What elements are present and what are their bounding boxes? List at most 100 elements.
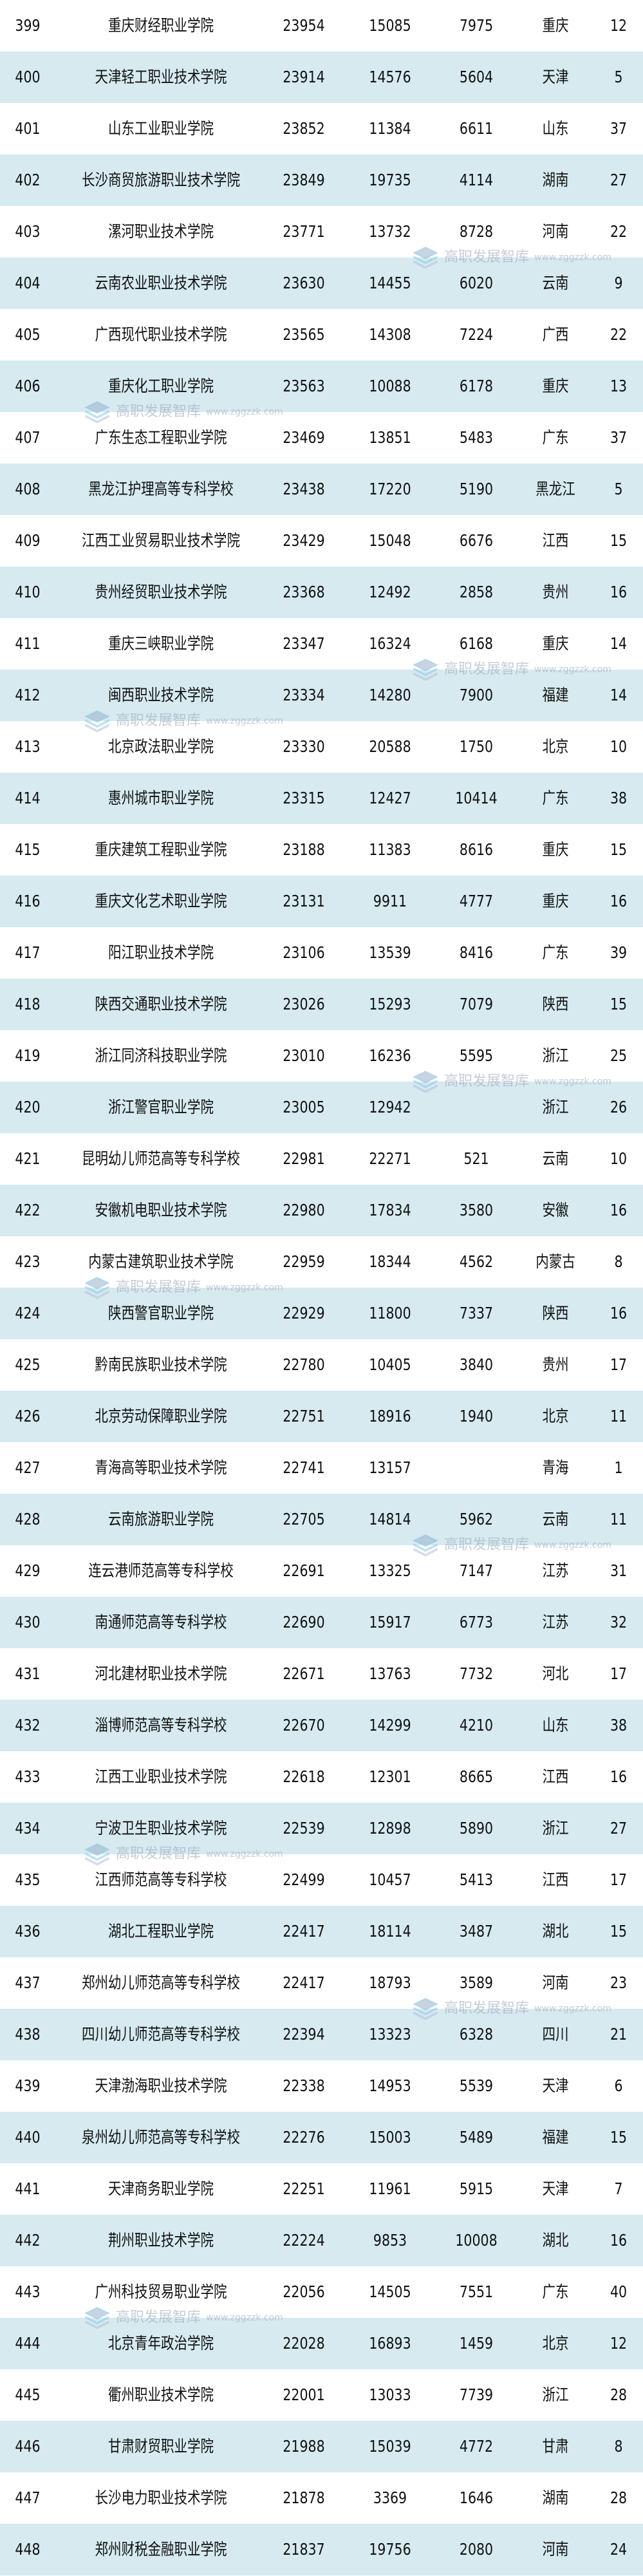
province-cell: 云南: [542, 1149, 569, 1168]
school-name-cell: 长沙商贸旅游职业技术学院: [81, 171, 241, 189]
province-cell: 贵州: [542, 583, 569, 601]
count-cell: 11: [610, 1407, 628, 1425]
rank-cell: 417: [15, 943, 41, 962]
value-3-cell: 1750: [459, 737, 494, 756]
count-cell: 27: [610, 171, 628, 189]
school-name-cell: 天津商务职业学院: [107, 2179, 214, 2198]
rank-cell: 420: [15, 1098, 41, 1116]
school-name-cell: 黔南民族职业技术学院: [95, 1355, 227, 1374]
school-name-cell: 浙江同济科技职业学院: [95, 1046, 227, 1065]
count-cell: 14: [610, 634, 628, 653]
value-2-cell: 22271: [369, 1149, 411, 1168]
value-2-cell: 10088: [369, 377, 411, 395]
count-cell: 5: [614, 68, 623, 86]
count-cell: 22: [610, 325, 628, 344]
table-row: 440 泉州幼儿师范高等专科学校 22276 15003 5489 福建 15: [0, 2112, 643, 2163]
count-cell: 11: [610, 1510, 628, 1528]
table-row: 429 连云港师范高等专科学校 22691 13325 7147 江苏 31: [0, 1545, 643, 1597]
school-name-cell: 惠州城市职业学院: [107, 789, 214, 807]
rank-cell: 405: [15, 325, 41, 344]
count-cell: 31: [610, 1561, 628, 1580]
value-2-cell: 13732: [369, 222, 411, 241]
rank-cell: 408: [15, 480, 41, 498]
value-2-cell: 14299: [369, 1716, 411, 1735]
count-cell: 23: [610, 1973, 628, 1992]
table-row: 418 陕西交通职业技术学院 23026 15293 7079 陕西 15: [0, 979, 643, 1030]
value-3-cell: 7147: [459, 1561, 494, 1580]
value-1-cell: 22394: [283, 2025, 325, 2044]
count-cell: 16: [610, 1201, 628, 1219]
province-cell: 云南: [542, 1510, 569, 1528]
value-2-cell: 10457: [369, 1870, 411, 1889]
count-cell: 10: [610, 1149, 628, 1168]
table-row: 428 云南旅游职业学院 22705 14814 5962 云南 11: [0, 1494, 643, 1545]
province-cell: 北京: [542, 737, 569, 756]
school-name-cell: 天津轻工职业技术学院: [95, 68, 227, 86]
province-cell: 湖北: [542, 2231, 569, 2250]
school-name-cell: 连云港师范高等专科学校: [88, 1561, 234, 1580]
school-name-cell: 江西工业贸易职业技术学院: [81, 531, 241, 550]
school-name-cell: 广州科技贸易职业学院: [95, 2282, 227, 2301]
count-cell: 25: [610, 1046, 628, 1065]
school-name-cell: 泉州幼儿师范高等专科学校: [81, 2128, 241, 2147]
table-row: 436 湖北工程职业学院 22417 18114 3487 湖北 15: [0, 1906, 643, 1957]
school-name-cell: 漯河职业技术学院: [107, 222, 214, 241]
province-cell: 广东: [542, 428, 569, 447]
school-name-cell: 衢州职业技术学院: [107, 2385, 214, 2404]
value-1-cell: 22751: [283, 1407, 325, 1425]
rank-cell: 445: [15, 2385, 41, 2404]
value-2-cell: 19756: [369, 2540, 411, 2559]
value-3-cell: 5190: [459, 480, 494, 498]
value-2-cell: 13323: [369, 2025, 411, 2044]
rank-cell: 438: [15, 2025, 41, 2044]
province-cell: 江苏: [542, 1561, 569, 1580]
table-row: 402 长沙商贸旅游职业技术学院 23849 19735 4114 湖南 27: [0, 155, 643, 206]
value-3-cell: 3580: [459, 1201, 494, 1219]
table-row: 425 黔南民族职业技术学院 22780 10405 3840 贵州 17: [0, 1339, 643, 1391]
count-cell: 15: [610, 531, 628, 550]
table-row: 433 江西工业职业技术学院 22618 12301 8665 江西 16: [0, 1751, 643, 1803]
rank-cell: 440: [15, 2128, 41, 2147]
table-row: 448 郑州财税金融职业学院 21837 19756 2080 河南 24: [0, 2524, 643, 2575]
count-cell: 8: [614, 2437, 623, 2456]
count-cell: 38: [610, 1716, 628, 1735]
value-2-cell: 14505: [369, 2282, 411, 2301]
value-1-cell: 23429: [283, 531, 325, 550]
value-2-cell: 12301: [369, 1767, 411, 1786]
value-2-cell: 14814: [369, 1510, 411, 1528]
count-cell: 17: [610, 1870, 628, 1889]
school-name-cell: 阳江职业技术学院: [107, 943, 214, 962]
province-cell: 天津: [542, 68, 569, 86]
value-2-cell: 12492: [369, 583, 411, 601]
count-cell: 22: [610, 222, 628, 241]
table-row: 445 衢州职业技术学院 22001 13033 7739 浙江 28: [0, 2369, 643, 2421]
province-cell: 重庆: [542, 377, 569, 395]
count-cell: 16: [610, 892, 628, 910]
count-cell: 16: [610, 1767, 628, 1786]
value-2-cell: 15039: [369, 2437, 411, 2456]
value-2-cell: 15917: [369, 1613, 411, 1631]
value-3-cell: 7079: [459, 995, 494, 1013]
value-1-cell: 22741: [283, 1458, 325, 1477]
rank-cell: 436: [15, 1922, 41, 1941]
value-1-cell: 22499: [283, 1870, 325, 1889]
school-name-cell: 江西工业职业技术学院: [95, 1767, 227, 1786]
province-cell: 黑龙江: [536, 480, 575, 498]
value-1-cell: 23630: [283, 274, 325, 292]
table-row: 412 闽西职业技术学院 23334 14280 7900 福建 14: [0, 670, 643, 721]
table-row: 439 天津渤海职业技术学院 22338 14953 5539 天津 6: [0, 2060, 643, 2112]
value-1-cell: 23106: [283, 943, 325, 962]
school-name-cell: 山东工业职业学院: [107, 119, 214, 138]
school-name-cell: 重庆化工职业学院: [107, 377, 214, 395]
value-1-cell: 22705: [283, 1510, 325, 1528]
value-2-cell: 14308: [369, 325, 411, 344]
value-1-cell: 22929: [283, 1304, 325, 1322]
value-1-cell: 23010: [283, 1046, 325, 1065]
value-1-cell: 22780: [283, 1355, 325, 1374]
value-3-cell: 6676: [459, 531, 494, 550]
rank-cell: 419: [15, 1046, 41, 1065]
school-name-cell: 重庆财经职业学院: [107, 16, 214, 35]
province-cell: 江西: [542, 1767, 569, 1786]
value-3-cell: 1940: [459, 1407, 494, 1425]
count-cell: 17: [610, 1355, 628, 1374]
